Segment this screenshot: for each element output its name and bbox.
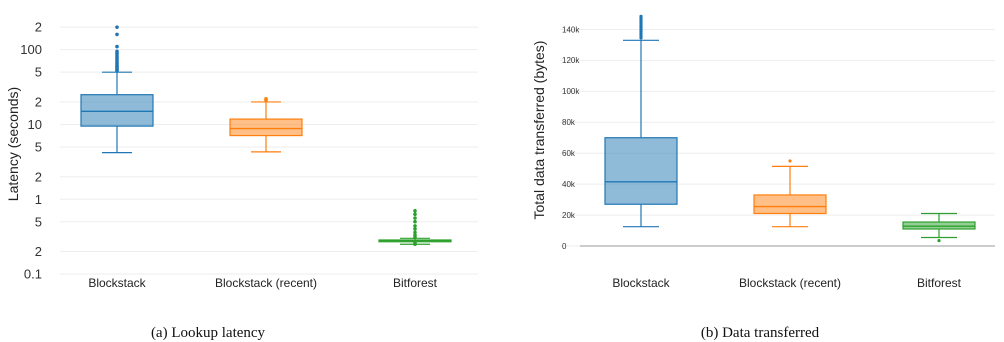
y-tick-label: 2 xyxy=(35,94,42,109)
x-category-label: Bitforest xyxy=(393,276,438,290)
iqr-box xyxy=(753,194,827,215)
outlier-point xyxy=(413,216,417,220)
y-tick-label: 2 xyxy=(35,169,42,184)
y-axis-label: Latency (seconds) xyxy=(5,87,21,201)
box-blockstack-recent xyxy=(229,97,303,153)
y-tick-label: 2 xyxy=(35,20,42,35)
outlier-point xyxy=(413,233,417,238)
box-blockstack xyxy=(80,25,154,154)
y-tick-label: 100k xyxy=(562,87,580,96)
figure-caption: (a) Lookup latency xyxy=(151,325,266,341)
iqr-box xyxy=(604,137,678,205)
y-tick-label: 140k xyxy=(562,25,580,34)
iqr-box xyxy=(80,94,154,127)
outlier-point xyxy=(115,44,119,49)
outlier-point xyxy=(413,241,417,245)
y-tick-label: 0 xyxy=(562,242,567,251)
outlier-point xyxy=(788,159,792,163)
y-tick-label: 0.1 xyxy=(24,267,42,282)
y-tick-label: 40k xyxy=(562,180,576,189)
x-category-label: Blockstack (recent) xyxy=(739,276,841,290)
box-bitforest xyxy=(378,209,452,247)
y-tick-label: 100 xyxy=(20,42,42,57)
y-tick-label: 120k xyxy=(562,56,580,65)
outlier-point xyxy=(937,238,941,243)
outlier-point xyxy=(413,224,417,228)
outlier-point xyxy=(413,212,417,217)
figure-caption: (b) Data transferred xyxy=(701,325,820,341)
y-tick-label: 10 xyxy=(28,117,42,132)
outlier-point xyxy=(115,25,119,29)
y-tick-label: 2 xyxy=(35,244,42,259)
lookup-latency-chart: 0.1 2 5 1 2 5 10 2 5 100 2 Latency (seconds) Blockst… xyxy=(5,20,478,341)
outlier-point xyxy=(413,230,417,235)
box-blockstack xyxy=(604,14,678,228)
box-blockstack-recent xyxy=(753,159,827,228)
x-category-label: Blockstack xyxy=(612,276,670,290)
outlier-point xyxy=(413,219,417,224)
outlier-point xyxy=(115,32,119,37)
x-category-label: Bitforest xyxy=(917,276,962,290)
y-tick-label: 80k xyxy=(562,118,576,127)
y-axis-label: Total data transferred (bytes) xyxy=(531,41,547,220)
y-tick-label: 20k xyxy=(562,211,576,220)
data-transferred-chart: 0 20k 40k 60k 80k 100k 120k 140k Total data tran… xyxy=(531,14,995,341)
outlier-point xyxy=(413,227,417,231)
outlier-point xyxy=(639,14,643,18)
x-category-label: Blockstack (recent) xyxy=(215,276,317,290)
iqr-box xyxy=(229,118,303,137)
box-bitforest xyxy=(902,212,976,243)
y-tick-label: 5 xyxy=(35,214,42,229)
outlier-point xyxy=(413,209,417,213)
y-tick-label: 60k xyxy=(562,149,576,158)
y-tick-label: 5 xyxy=(35,140,42,155)
outlier-point xyxy=(115,49,119,54)
y-tick-label: 1 xyxy=(35,192,42,207)
outlier-point xyxy=(264,97,268,101)
x-category-label: Blockstack xyxy=(88,276,146,290)
y-tick-label: 5 xyxy=(35,65,42,80)
